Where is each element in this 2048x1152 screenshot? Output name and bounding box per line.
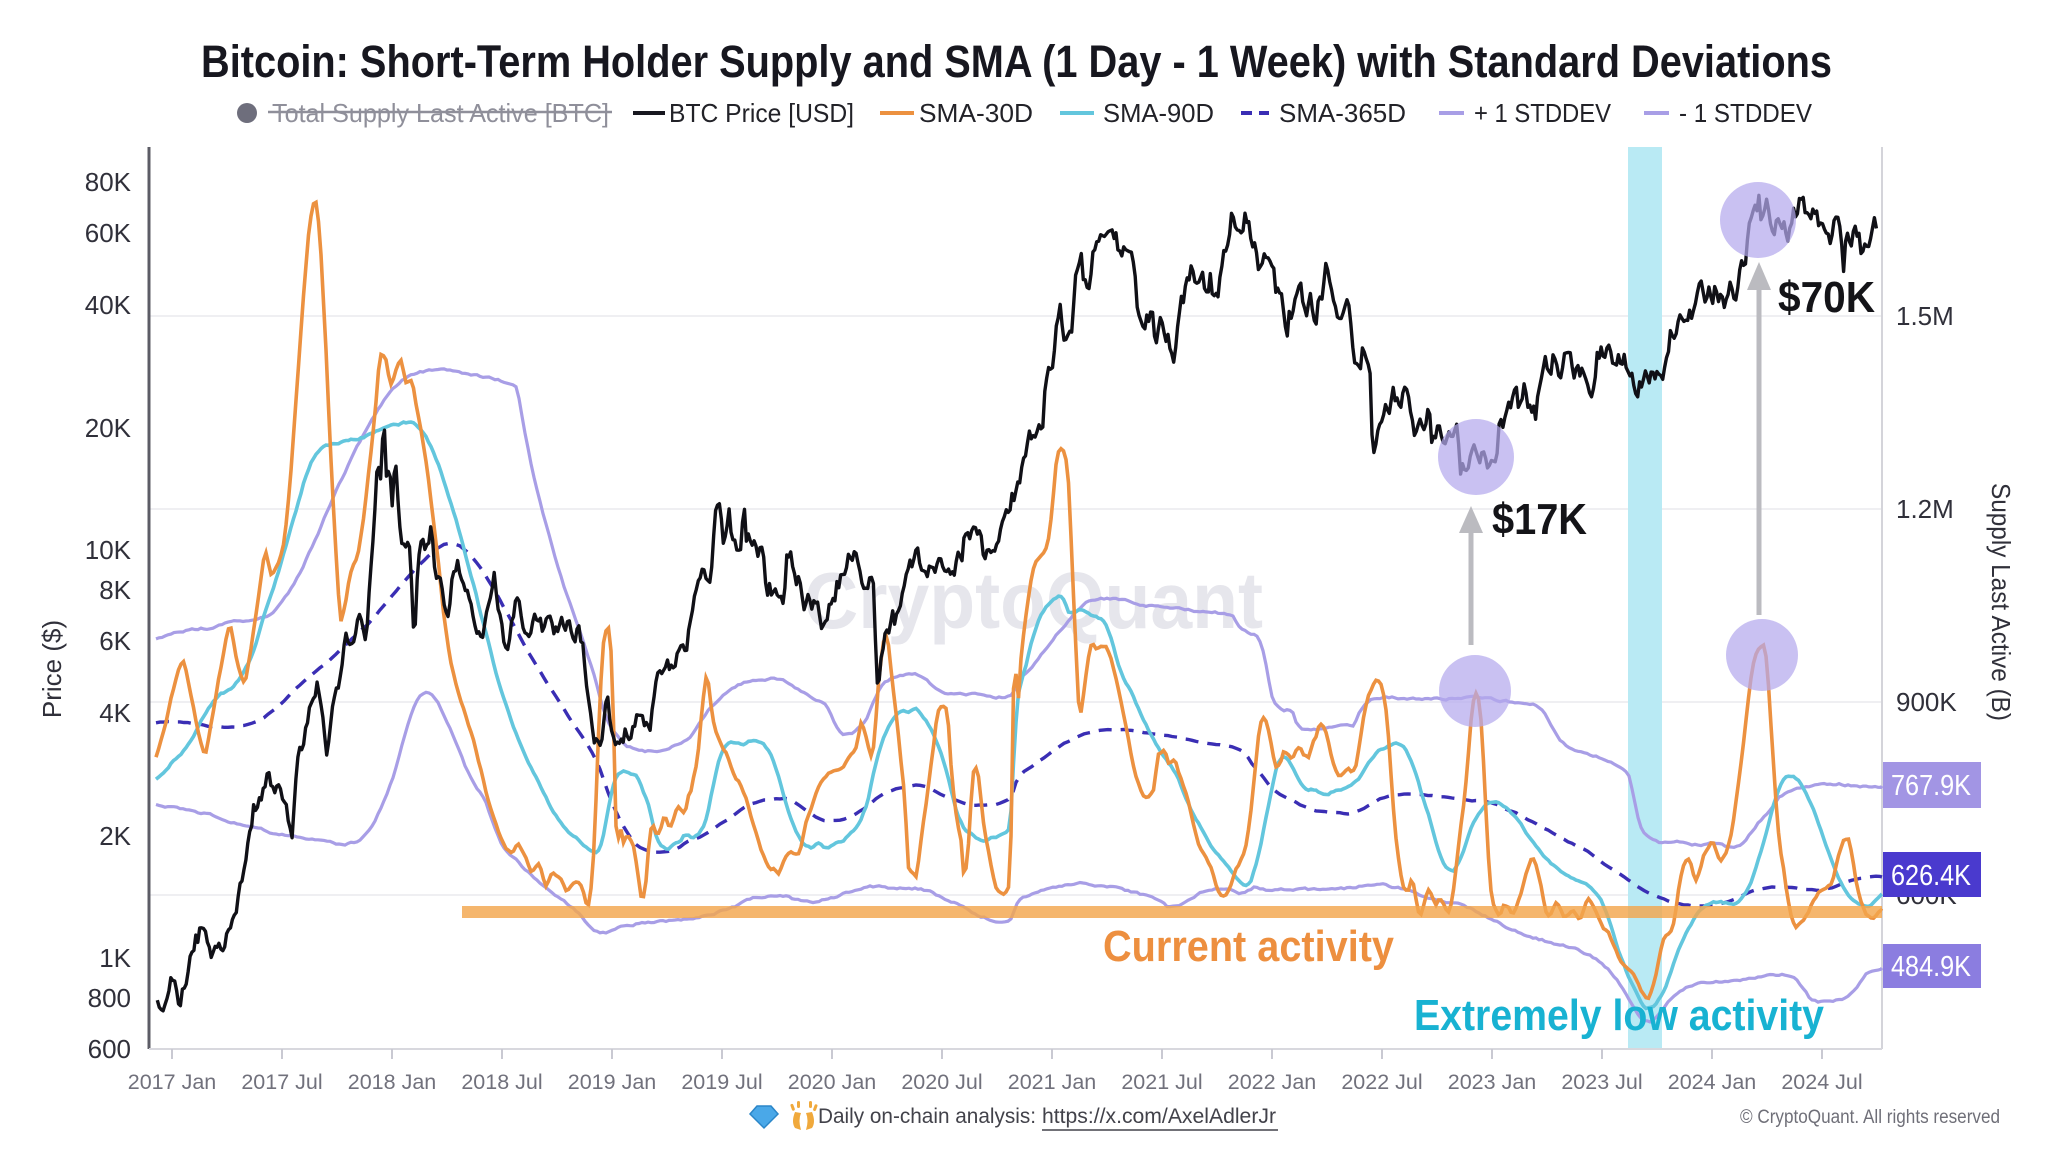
svg-text:40K: 40K — [85, 290, 132, 320]
svg-text:2024 Jan: 2024 Jan — [1668, 1070, 1756, 1094]
svg-text:20K: 20K — [85, 413, 132, 443]
svg-text:SMA-30D: SMA-30D — [919, 98, 1033, 128]
svg-text:2018 Jan: 2018 Jan — [348, 1070, 436, 1094]
svg-text:Extremely low activity: Extremely low activity — [1414, 991, 1824, 1040]
svg-text:2020 Jul: 2020 Jul — [901, 1070, 982, 1094]
svg-text:10K: 10K — [85, 535, 132, 565]
svg-text:Price ($): Price ($) — [37, 620, 67, 718]
svg-text:484.9K: 484.9K — [1891, 951, 1972, 983]
svg-text:Supply Last Active (B): Supply Last Active (B) — [1986, 483, 2016, 721]
svg-text:1.2M: 1.2M — [1896, 494, 1954, 524]
svg-text:2023 Jan: 2023 Jan — [1448, 1070, 1536, 1094]
svg-text:2021 Jan: 2021 Jan — [1008, 1070, 1096, 1094]
svg-text:600: 600 — [88, 1034, 131, 1064]
svg-text:1K: 1K — [99, 943, 131, 973]
svg-text:2K: 2K — [99, 821, 131, 851]
svg-text:2019 Jan: 2019 Jan — [568, 1070, 656, 1094]
svg-text:$17K: $17K — [1492, 495, 1587, 544]
svg-text:626.4K: 626.4K — [1891, 860, 1972, 892]
svg-text:https://x.com/AxelAdlerJr: https://x.com/AxelAdlerJr — [1042, 1105, 1276, 1128]
svg-text:1.5M: 1.5M — [1896, 301, 1954, 331]
svg-text:2017 Jul: 2017 Jul — [241, 1070, 322, 1094]
svg-text:4K: 4K — [99, 698, 131, 728]
svg-text:- 1 STDDEV: - 1 STDDEV — [1679, 98, 1813, 128]
svg-text:+ 1 STDDEV: + 1 STDDEV — [1474, 98, 1612, 128]
svg-text:6K: 6K — [99, 626, 131, 656]
svg-text:Daily on-chain analysis:: Daily on-chain analysis: — [818, 1105, 1036, 1128]
svg-text:8K: 8K — [99, 575, 131, 605]
svg-text:2024 Jul: 2024 Jul — [1781, 1070, 1862, 1094]
svg-text:2018 Jul: 2018 Jul — [461, 1070, 542, 1094]
svg-text:60K: 60K — [85, 218, 132, 248]
svg-text:2022 Jul: 2022 Jul — [1341, 1070, 1422, 1094]
svg-text:800: 800 — [88, 983, 131, 1013]
svg-text:80K: 80K — [85, 167, 132, 197]
svg-text:2017 Jan: 2017 Jan — [128, 1070, 216, 1094]
svg-text:2023 Jul: 2023 Jul — [1561, 1070, 1642, 1094]
svg-text:SMA-365D: SMA-365D — [1279, 98, 1406, 128]
svg-text:BTC Price [USD]: BTC Price [USD] — [669, 98, 854, 128]
svg-text:Bitcoin: Short-Term Holder Sup: Bitcoin: Short-Term Holder Supply and SM… — [201, 36, 1832, 87]
svg-text:© CryptoQuant. All rights rese: © CryptoQuant. All rights reserved — [1740, 1107, 2000, 1128]
svg-text:Current activity: Current activity — [1103, 922, 1394, 971]
svg-text:2020 Jan: 2020 Jan — [788, 1070, 876, 1094]
svg-text:2019 Jul: 2019 Jul — [681, 1070, 762, 1094]
svg-text:$70K: $70K — [1778, 273, 1875, 322]
svg-text:SMA-90D: SMA-90D — [1103, 98, 1214, 128]
svg-text:2022 Jan: 2022 Jan — [1228, 1070, 1316, 1094]
svg-text:767.9K: 767.9K — [1891, 770, 1972, 802]
svg-text:900K: 900K — [1896, 687, 1957, 717]
svg-text:2021 Jul: 2021 Jul — [1121, 1070, 1202, 1094]
